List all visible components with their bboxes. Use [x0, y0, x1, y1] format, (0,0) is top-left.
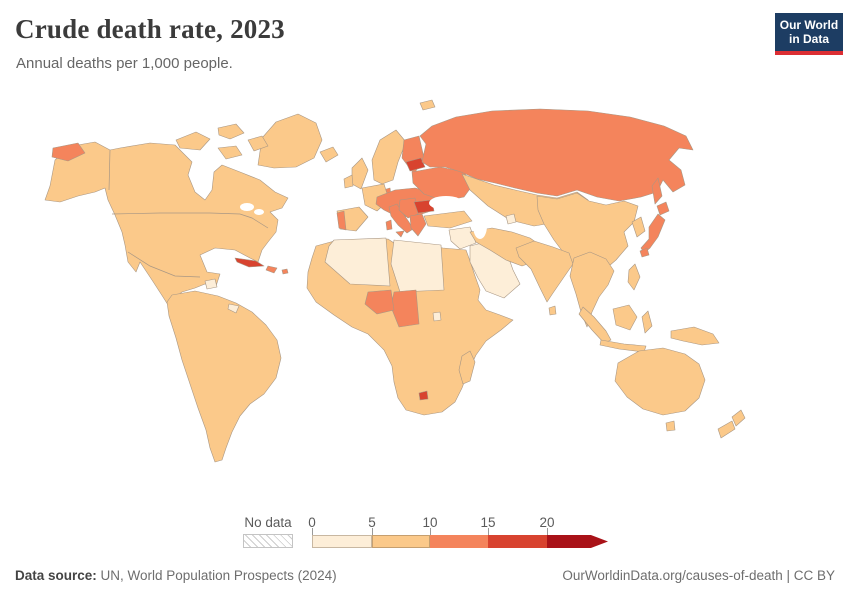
country-shape[interactable] — [409, 213, 427, 237]
legend-tick-label: 5 — [368, 515, 376, 530]
legend-tick-mark — [372, 528, 373, 535]
caspian-sea — [473, 213, 487, 239]
country-shape[interactable] — [599, 339, 647, 353]
legend-tick-mark — [312, 528, 313, 535]
legend-no-data-label: No data — [244, 515, 292, 530]
black-sea — [429, 196, 463, 210]
country-shape[interactable] — [717, 420, 736, 439]
attribution-link[interactable]: OurWorldinData.org/causes-of-death | CC … — [562, 568, 835, 583]
country-shape[interactable] — [411, 166, 473, 202]
legend-segment-20-plus[interactable] — [547, 535, 608, 548]
legend-segment-15-20[interactable] — [488, 535, 547, 548]
country-shape[interactable] — [419, 108, 694, 202]
country-shape[interactable] — [419, 99, 436, 111]
owid-logo-line1: Our World — [779, 18, 839, 32]
country-shape[interactable] — [234, 257, 265, 268]
country-shape[interactable] — [405, 157, 426, 172]
country-shape[interactable] — [204, 278, 218, 290]
legend-no-data-swatch[interactable] — [243, 534, 293, 548]
country-shape[interactable] — [665, 420, 676, 432]
legend-tick-label: 10 — [422, 515, 438, 530]
country-shape[interactable] — [505, 213, 517, 225]
country-shape[interactable] — [265, 265, 278, 274]
country-shape[interactable] — [281, 268, 289, 275]
country-shape[interactable] — [515, 240, 574, 303]
data-source-label: Data source: — [15, 568, 97, 583]
country-shape[interactable] — [336, 210, 347, 231]
country-shape[interactable] — [413, 199, 435, 214]
country-shape[interactable] — [324, 237, 391, 287]
country-shape[interactable] — [612, 304, 638, 331]
data-source-note: Data source: UN, World Population Prospe… — [15, 568, 337, 583]
country-shape[interactable] — [423, 210, 473, 229]
country-shape[interactable] — [217, 145, 243, 160]
country-shape[interactable] — [217, 123, 245, 140]
legend-segment-10-15[interactable] — [430, 535, 488, 548]
legend-tick-label: 15 — [480, 515, 496, 530]
country-shape[interactable] — [458, 350, 476, 385]
country-shape[interactable] — [395, 230, 405, 238]
country-shape[interactable] — [578, 306, 612, 344]
country-shape[interactable] — [351, 157, 369, 190]
country-shape[interactable] — [631, 216, 646, 238]
legend-segment-5-10[interactable] — [372, 535, 430, 548]
legend-tick-mark — [547, 528, 548, 535]
owid-logo[interactable]: Our World in Data — [775, 13, 843, 55]
country-shape[interactable] — [639, 247, 650, 258]
legend-tick-label: 20 — [539, 515, 555, 530]
country-shape[interactable] — [651, 177, 663, 205]
country-shape[interactable] — [614, 347, 706, 416]
country-shape[interactable] — [364, 289, 395, 315]
page-title: Crude death rate, 2023 — [15, 14, 285, 44]
country-shape[interactable] — [247, 135, 269, 152]
country-shape[interactable] — [448, 226, 477, 250]
country-shape[interactable] — [627, 263, 641, 291]
data-source-text: UN, World Population Prospects (2024) — [96, 568, 337, 583]
legend-tick-mark — [488, 528, 489, 535]
owid-logo-line2: in Data — [788, 32, 829, 46]
country-shape[interactable] — [175, 131, 211, 151]
country-shape[interactable] — [343, 174, 354, 189]
legend-tick-mark — [430, 528, 431, 535]
country-shape[interactable] — [640, 213, 666, 254]
country-shape[interactable] — [731, 409, 746, 427]
country-shape[interactable] — [548, 305, 557, 316]
legend-tick-label: 0 — [308, 515, 316, 530]
us-canada-border — [108, 149, 269, 278]
country-shape[interactable] — [432, 311, 442, 322]
country-shape[interactable] — [51, 142, 86, 162]
great-lakes — [254, 209, 264, 215]
country-shape[interactable] — [385, 219, 393, 231]
country-shape[interactable] — [390, 239, 445, 293]
country-shape[interactable] — [319, 146, 339, 163]
great-lakes — [240, 203, 254, 211]
baltic-sea — [397, 162, 405, 178]
country-shape[interactable] — [536, 192, 639, 279]
country-shape[interactable] — [569, 251, 615, 328]
country-shape[interactable] — [670, 326, 720, 346]
page-subtitle: Annual deaths per 1,000 people. — [16, 55, 233, 72]
country-shape[interactable] — [166, 290, 282, 463]
country-shape[interactable] — [641, 310, 653, 334]
country-shape[interactable] — [418, 390, 429, 401]
country-shape[interactable] — [656, 201, 670, 216]
owid-logo-red-bar — [775, 51, 843, 55]
country-shape[interactable] — [44, 141, 289, 306]
country-shape[interactable] — [257, 113, 323, 169]
country-shape[interactable] — [227, 303, 240, 314]
legend-segment-0-5[interactable] — [312, 535, 372, 548]
